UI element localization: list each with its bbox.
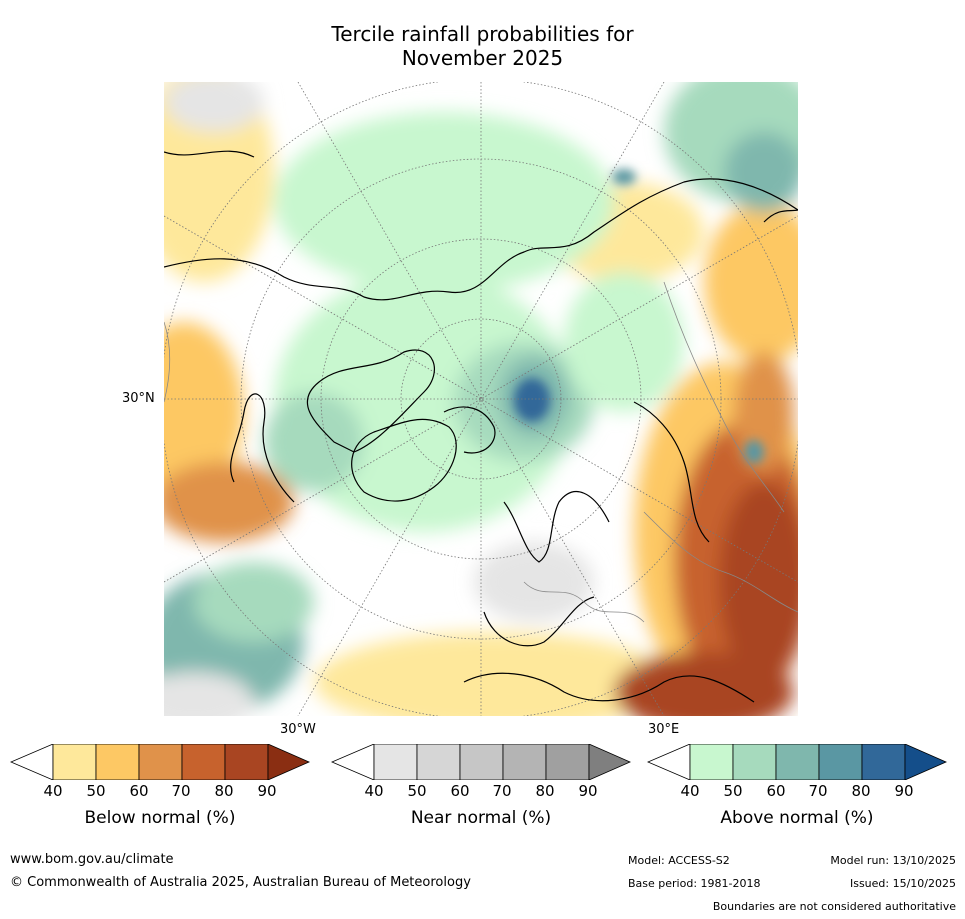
tick-label: 50: [86, 782, 106, 800]
colorbar-segment: [775, 744, 820, 780]
tick-label: 50: [407, 782, 427, 800]
graticule: [164, 82, 798, 716]
colorbar-label-below: Below normal (%): [84, 808, 236, 828]
tick-label: 60: [450, 782, 470, 800]
footer-issued: Issued: 15/10/2025: [849, 877, 956, 890]
colorbar-arrow-low: [331, 744, 375, 780]
colorbar-label-above: Above normal (%): [720, 808, 874, 828]
footer-copyright: © Commonwealth of Australia 2025, Austra…: [10, 875, 471, 890]
tick-label: 60: [766, 782, 786, 800]
country-borders: [164, 281, 798, 623]
footer-model-run: Model run: 13/10/2025: [830, 854, 956, 867]
lat-label-30n: 30°N: [122, 391, 155, 406]
coastlines: [164, 150, 798, 703]
colorbar-arrow-low: [10, 744, 54, 780]
tick-label: 90: [578, 782, 598, 800]
colorbar-segment: [224, 744, 269, 780]
tick-label: 40: [43, 782, 63, 800]
footer-base-period: Base period: 1981-2018: [628, 877, 761, 890]
lon-label-30e: 30°E: [648, 722, 680, 737]
forecast-map: [164, 82, 798, 716]
colorbar-segment: [861, 744, 906, 780]
footer-model: Model: ACCESS-S2: [628, 854, 730, 867]
tick-label: 70: [171, 782, 191, 800]
colorbar-ticks-below: 40 50 60 70 80 90: [10, 782, 310, 800]
colorbar-arrow-high: [267, 744, 310, 780]
lon-label-30w: 30°W: [280, 722, 316, 737]
colorbar-segment: [416, 744, 461, 780]
colorbar-arrow-high: [904, 744, 947, 780]
tick-label: 70: [808, 782, 828, 800]
colorbar-below-normal: [10, 744, 310, 780]
colorbar-segment: [459, 744, 504, 780]
colorbar-segment: [373, 744, 418, 780]
tick-label: 80: [214, 782, 234, 800]
colorbar-segment: [732, 744, 777, 780]
tick-label: 90: [894, 782, 914, 800]
tick-label: 50: [723, 782, 743, 800]
colorbar-segment: [818, 744, 863, 780]
footer-url: www.bom.gov.au/climate: [10, 852, 174, 867]
tick-label: 60: [129, 782, 149, 800]
colorbar-segment: [52, 744, 97, 780]
tick-label: 80: [535, 782, 555, 800]
chart-title-line2: November 2025: [401, 46, 564, 70]
tick-label: 90: [257, 782, 277, 800]
colorbar-ticks-near: 40 50 60 70 80 90: [331, 782, 631, 800]
tick-label: 80: [851, 782, 871, 800]
colorbar-segment: [689, 744, 734, 780]
colorbar-above-normal: [647, 744, 947, 780]
colorbar-label-near: Near normal (%): [410, 808, 552, 828]
colorbar-arrow-high: [588, 744, 631, 780]
colorbar-segment: [95, 744, 140, 780]
colorbar-segment: [545, 744, 590, 780]
chart-title-line1: Tercile rainfall probabilities for: [331, 22, 634, 46]
colorbar-segment: [502, 744, 547, 780]
colorbar-segment: [138, 744, 183, 780]
tick-label: 40: [364, 782, 384, 800]
colorbar-near-normal: [331, 744, 631, 780]
colorbar-arrow-low: [647, 744, 691, 780]
footer-disclaimer: Boundaries are not considered authoritat…: [712, 900, 956, 913]
tick-label: 40: [680, 782, 700, 800]
colorbar-ticks-above: 40 50 60 70 80 90: [647, 782, 947, 800]
tick-label: 70: [492, 782, 512, 800]
colorbar-segment: [181, 744, 226, 780]
